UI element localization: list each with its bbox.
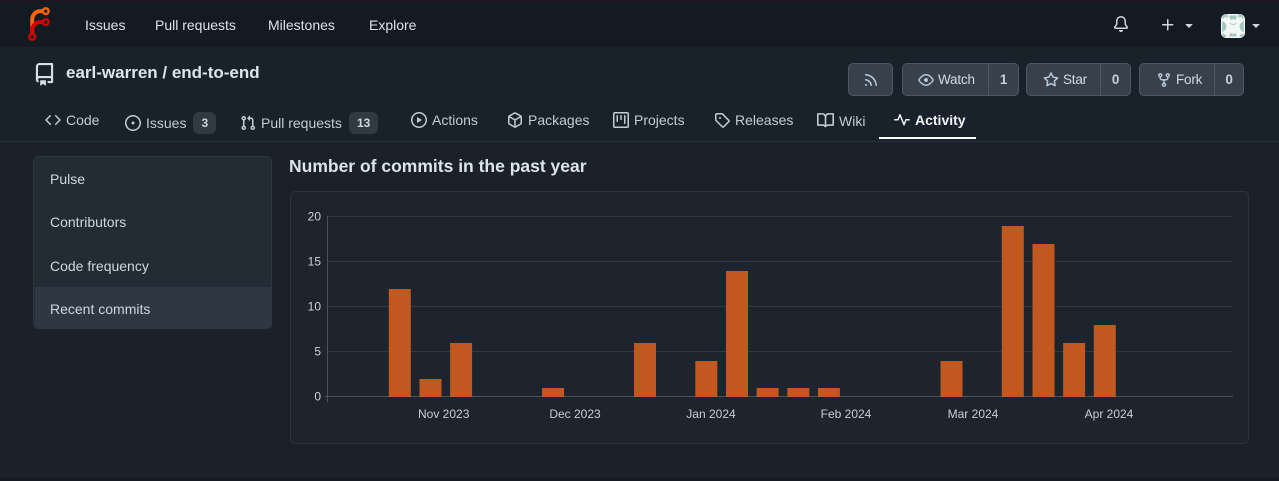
svg-text:Feb 2024: Feb 2024 (821, 407, 872, 421)
svg-text:Jan 2024: Jan 2024 (686, 407, 736, 421)
svg-text:5: 5 (314, 345, 321, 359)
svg-text:0: 0 (314, 390, 321, 404)
svg-text:Nov 2023: Nov 2023 (418, 407, 470, 421)
svg-text:Apr 2024: Apr 2024 (1085, 407, 1134, 421)
svg-text:10: 10 (308, 300, 322, 314)
svg-text:15: 15 (308, 255, 322, 269)
svg-text:20: 20 (308, 210, 322, 224)
svg-text:Mar 2024: Mar 2024 (948, 407, 999, 421)
svg-text:Dec 2023: Dec 2023 (549, 407, 601, 421)
